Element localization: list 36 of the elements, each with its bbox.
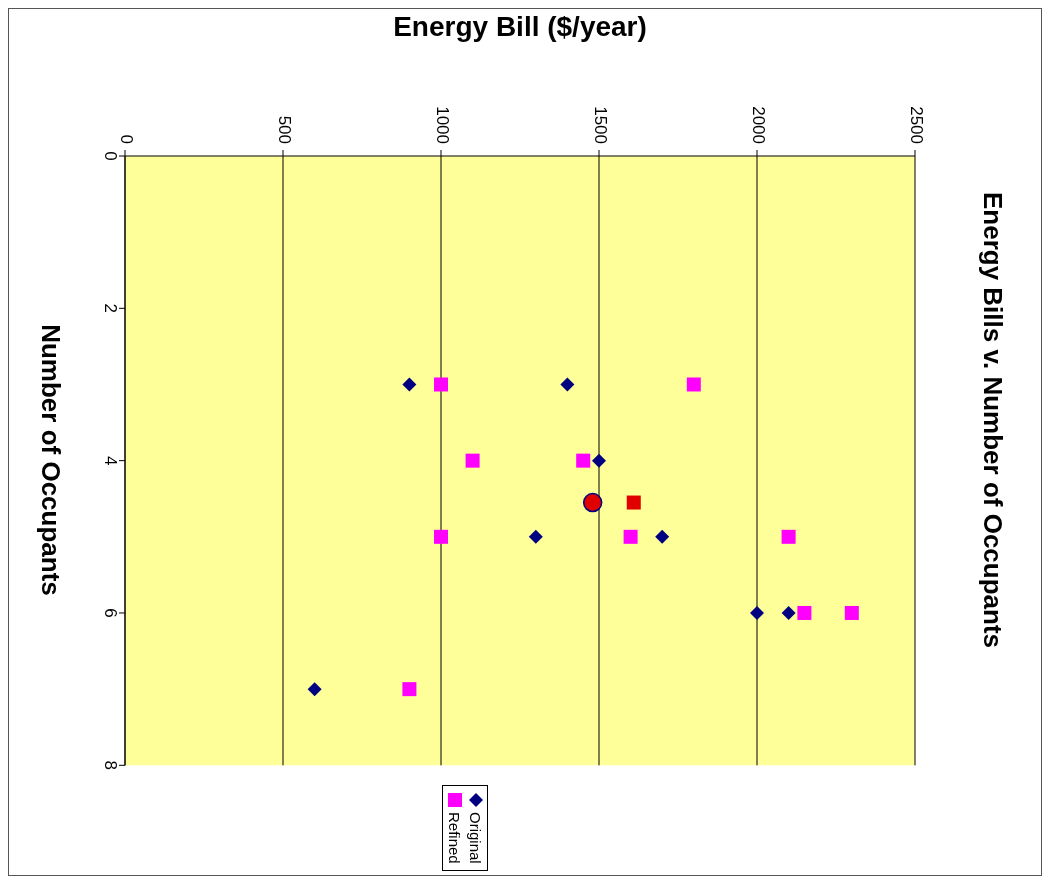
point [434, 529, 448, 544]
point [576, 453, 591, 468]
point [402, 682, 417, 697]
legend-label: Refined [446, 812, 463, 864]
point [560, 377, 575, 392]
x-tick-label: 500 [274, 115, 294, 144]
x-tick-label: 1500 [590, 106, 610, 144]
point [686, 377, 701, 392]
y-tick-label: 2 [100, 303, 120, 314]
y-tick-label: 0 [100, 151, 120, 161]
point [402, 377, 417, 392]
x-tick-label: 1000 [432, 106, 452, 144]
point [582, 492, 603, 513]
x-tick-label: 2500 [906, 106, 926, 144]
point [626, 495, 641, 510]
y-tick-label: 6 [100, 608, 120, 618]
point [781, 529, 796, 544]
point [797, 605, 812, 620]
x-tick-label: 2000 [748, 106, 768, 144]
point [528, 529, 543, 544]
point [844, 605, 859, 620]
y-axis-title: Number of Occupants [36, 324, 67, 596]
point [434, 377, 448, 392]
point [623, 529, 638, 544]
text: Energy Bills v. Number of Occupants [978, 191, 1009, 649]
y-tick-label: 4 [100, 455, 120, 466]
point [781, 605, 796, 620]
x-tick-label: 0 [116, 134, 136, 144]
x-axis-title: Energy Bill ($/year) [393, 10, 647, 42]
y-tick-label: 8 [100, 760, 120, 771]
point [655, 529, 670, 544]
point [465, 453, 480, 468]
point [750, 605, 764, 620]
point [592, 453, 606, 468]
legend-label: Original [467, 812, 484, 864]
point [307, 682, 322, 697]
